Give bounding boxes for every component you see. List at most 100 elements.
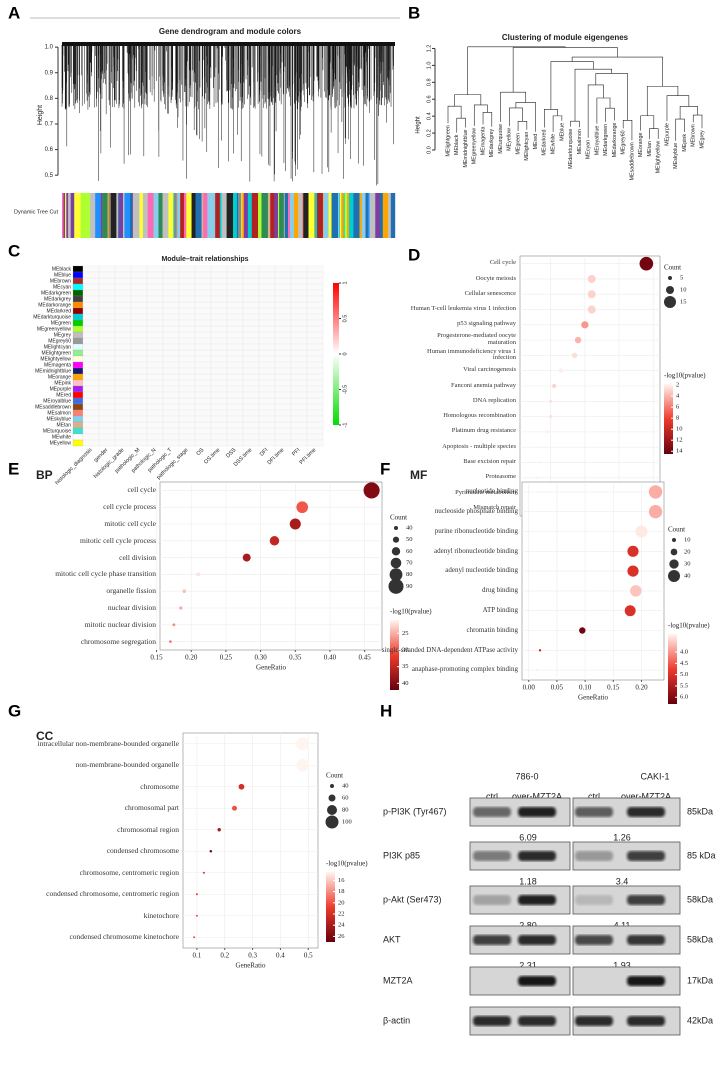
column-label: DFI [259, 447, 270, 458]
heatmap-cell [178, 337, 196, 345]
dot [545, 430, 549, 434]
branch [605, 107, 615, 122]
dot [172, 623, 176, 627]
heatmap-cell [178, 433, 196, 441]
legend-label: 40 [684, 572, 691, 579]
plot-panel [182, 732, 319, 949]
legend-dot [388, 578, 404, 594]
colorbar-label: 26 [338, 933, 345, 940]
heatmap-cell [194, 337, 212, 345]
module-strip [90, 193, 96, 238]
module-strip [119, 193, 124, 238]
leaf-label: MEgreen [515, 133, 521, 155]
heatmap-cell [306, 265, 324, 273]
heatmap-cell [274, 277, 292, 285]
term-box: kinetochore [144, 911, 179, 919]
leaf-label: MEblue [559, 123, 565, 141]
heatmap-cell [290, 439, 308, 447]
row-label: MEsaddlebrown [35, 404, 71, 410]
heatmap-cell [114, 319, 132, 327]
heatmap-cell [290, 319, 308, 327]
lane-label: over-MZT2A [512, 791, 562, 801]
term-label: adenyl ribonucleotide binding [434, 546, 518, 555]
module-strip [274, 193, 279, 238]
row-label: MElightyellow [40, 356, 71, 362]
heatmap-cell [274, 355, 292, 363]
branch [646, 85, 679, 116]
term-label: Viral carcinogenesis [463, 366, 516, 374]
dot [269, 536, 280, 546]
module-strip [258, 193, 262, 238]
y-tick-label: 0.0 [426, 146, 432, 154]
heatmap-cell [226, 427, 244, 435]
x-tick-label: 0.20 [185, 654, 198, 662]
band [627, 976, 665, 986]
dot [179, 606, 183, 610]
heatmap-cell [98, 379, 116, 387]
heatmap-cell [290, 421, 308, 429]
heatmap-cell [162, 415, 180, 423]
heatmap-cell [210, 361, 228, 369]
column-label: DSS [225, 447, 237, 459]
heatmap-cell [290, 343, 308, 351]
branch [473, 104, 488, 126]
heatmap-cell [274, 397, 292, 405]
dot [552, 384, 557, 388]
module-swatch [72, 391, 84, 399]
colorbar-label: 30 [402, 646, 409, 653]
module-strip [153, 193, 159, 238]
module-strip [142, 193, 148, 238]
heatmap-cell [178, 379, 196, 387]
heatmap-cell [82, 295, 100, 303]
module-swatch [72, 373, 84, 381]
band [518, 1016, 556, 1026]
heatmap-cell [162, 439, 180, 447]
y-tick-label: 0.6 [45, 147, 54, 153]
legend-dot [394, 526, 398, 530]
dendrogram [61, 45, 394, 186]
legend-dot [391, 547, 401, 556]
module-strip [177, 193, 181, 238]
term-label: chromatin binding [466, 625, 518, 634]
module-swatch [72, 397, 84, 405]
panel-label: C [8, 241, 20, 260]
heatmap-cell [162, 361, 180, 369]
term-box: chromatin binding [466, 625, 518, 634]
colorbar-label: 24 [338, 922, 345, 929]
kda-label: 17kDa [687, 975, 713, 985]
term-box: condensed chromosome [107, 847, 179, 855]
heatmap-cell [274, 415, 292, 423]
heatmap-cell [226, 265, 244, 273]
term-box: Pyrimidine metabolism [455, 489, 516, 496]
panel-label: F [380, 459, 390, 478]
module-strip [302, 193, 304, 238]
x-axis-label: GeneRatio [578, 694, 608, 702]
heatmap-cell [82, 307, 100, 315]
heatmap-cell [146, 331, 164, 339]
term-label: nucleoside phosphate binding [434, 507, 518, 516]
heatmap-cell [290, 397, 308, 405]
legend-label: 90 [406, 583, 413, 590]
module-swatch [72, 415, 84, 423]
heatmap-cell [162, 337, 180, 345]
leaf-label: MEpink [682, 134, 688, 152]
dot [217, 828, 221, 832]
heatmap-cell [306, 301, 324, 309]
heatmap-cell [242, 433, 260, 441]
heatmap-cell [210, 265, 228, 273]
row-label: MEpink [54, 380, 71, 386]
heatmap-cell [162, 409, 180, 417]
legend-label: 10 [684, 536, 691, 543]
leaf-label: MEdarkorange [612, 122, 618, 157]
term-label: single-stranded DNA-dependent ATPase act… [381, 645, 518, 654]
term-label: nucleotide binding [465, 487, 518, 496]
branch [596, 97, 611, 124]
band [473, 851, 511, 861]
band [473, 935, 511, 945]
row-label: MEwhite [52, 434, 71, 440]
heatmap-cell [290, 283, 308, 291]
heatmap-cell [290, 331, 308, 339]
heatmap-cell [178, 265, 196, 273]
legend-label: 50 [406, 536, 413, 543]
module-swatch [72, 343, 84, 351]
